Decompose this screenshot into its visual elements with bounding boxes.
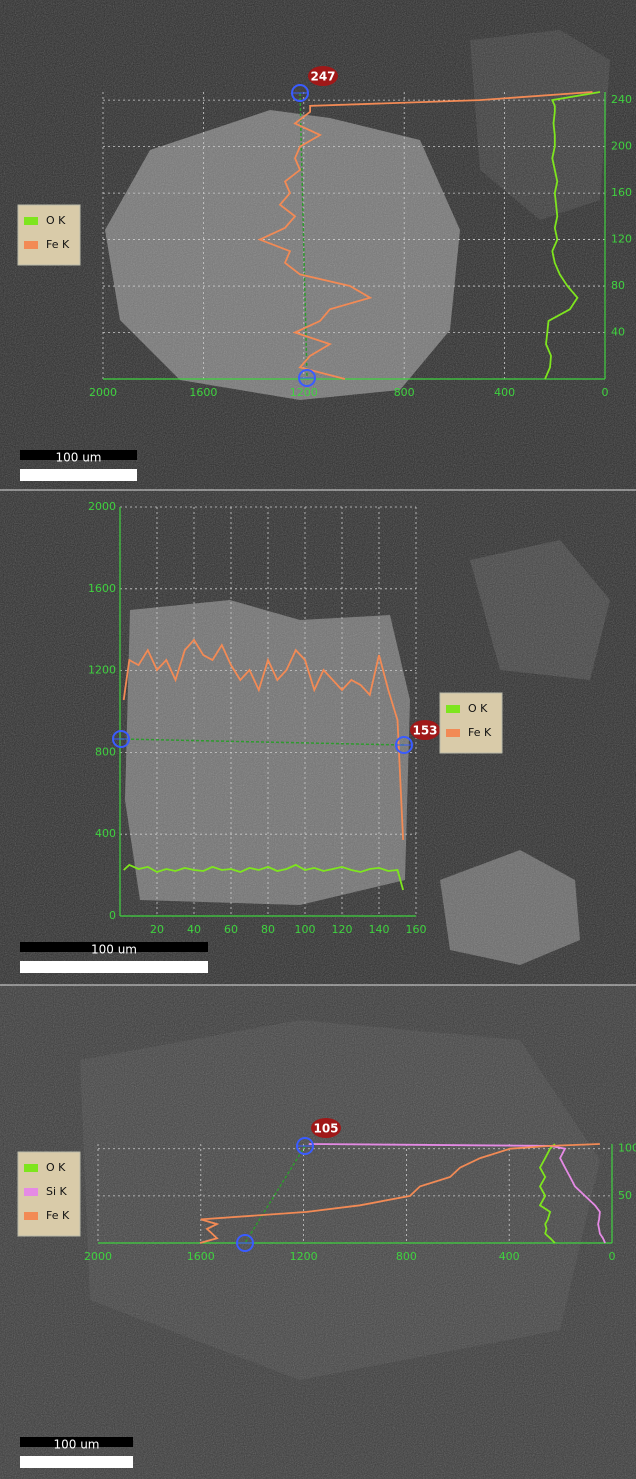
x-tick-label: 140 [369,923,390,936]
legend-label: O K [46,214,66,227]
x-tick-label: 2000 [89,386,117,399]
scale-bar [20,961,208,973]
legend-label: O K [46,1161,66,1174]
scale-bar [20,1456,133,1468]
x-tick-label: 160 [406,923,427,936]
x-tick-label: 60 [224,923,238,936]
y-tick-label: 800 [95,745,116,758]
legend-label: Si K [46,1185,68,1198]
x-tick-label: 1200 [290,1250,318,1263]
legend-swatch [446,705,460,713]
scale-bar [20,469,137,481]
legend-swatch [24,1212,38,1220]
x-tick-label: 1600 [189,386,217,399]
scan-line [299,92,308,379]
x-tick-label: 0 [602,386,609,399]
legend [17,204,81,266]
scale-bar-label: 100 um [91,943,137,957]
legend-label: O K [468,702,488,715]
legend-swatch [446,729,460,737]
legend-swatch [24,241,38,249]
scale-bar-box [20,942,208,952]
x-tick-label: 80 [261,923,275,936]
marker-bubble [311,1118,341,1138]
x-tick-label: 20 [150,923,164,936]
legend-swatch [24,1188,38,1196]
y-tick-label: 100 [618,1142,636,1155]
x-tick-label: 400 [499,1250,520,1263]
y-tick-label: 160 [611,186,632,199]
x-tick-label: 40 [187,923,201,936]
x-tick-label: 800 [394,386,415,399]
legend-swatch [24,1164,38,1172]
marker-bubble [308,66,338,86]
y-tick-label: 1200 [88,664,116,677]
series-line [538,1143,556,1244]
y-tick-label: 1600 [88,582,116,595]
scale-bar-box [20,1437,133,1447]
marker-label: 105 [313,1122,338,1136]
legend-label: Fe K [468,726,492,739]
legend [439,692,503,754]
legend-label: Fe K [46,238,70,251]
scale-bar-box [20,450,137,460]
scan-line [244,1145,306,1244]
y-tick-label: 400 [95,827,116,840]
series-line [257,91,593,380]
y-tick-label: 40 [611,326,625,339]
y-tick-label: 50 [618,1189,632,1202]
y-tick-label: 200 [611,140,632,153]
x-tick-label: 800 [396,1250,417,1263]
x-tick-label: 0 [609,1250,616,1263]
series-line [308,1143,606,1244]
series-line [199,1143,600,1244]
x-tick-label: 400 [494,386,515,399]
marker-label: 153 [412,724,437,738]
x-tick-label: 100 [295,923,316,936]
y-tick-label: 240 [611,93,632,106]
series-line [123,863,404,891]
legend-swatch [24,217,38,225]
scale-bar-label: 100 um [55,451,101,465]
marker-label: 247 [310,70,335,84]
y-tick-label: 120 [611,233,632,246]
series-line [544,91,601,380]
x-tick-label: 1200 [290,386,318,399]
y-tick-label: 2000 [88,500,116,513]
series-line [122,638,404,840]
x-tick-label: 1600 [187,1250,215,1263]
marker-bubble [410,720,440,740]
legend-label: Fe K [46,1209,70,1222]
y-tick-label: 80 [611,279,625,292]
y-tick-label: 0 [109,909,116,922]
scale-bar-label: 100 um [53,1438,99,1452]
x-tick-label: 120 [332,923,353,936]
scan-line [120,738,405,746]
x-tick-label: 2000 [84,1250,112,1263]
